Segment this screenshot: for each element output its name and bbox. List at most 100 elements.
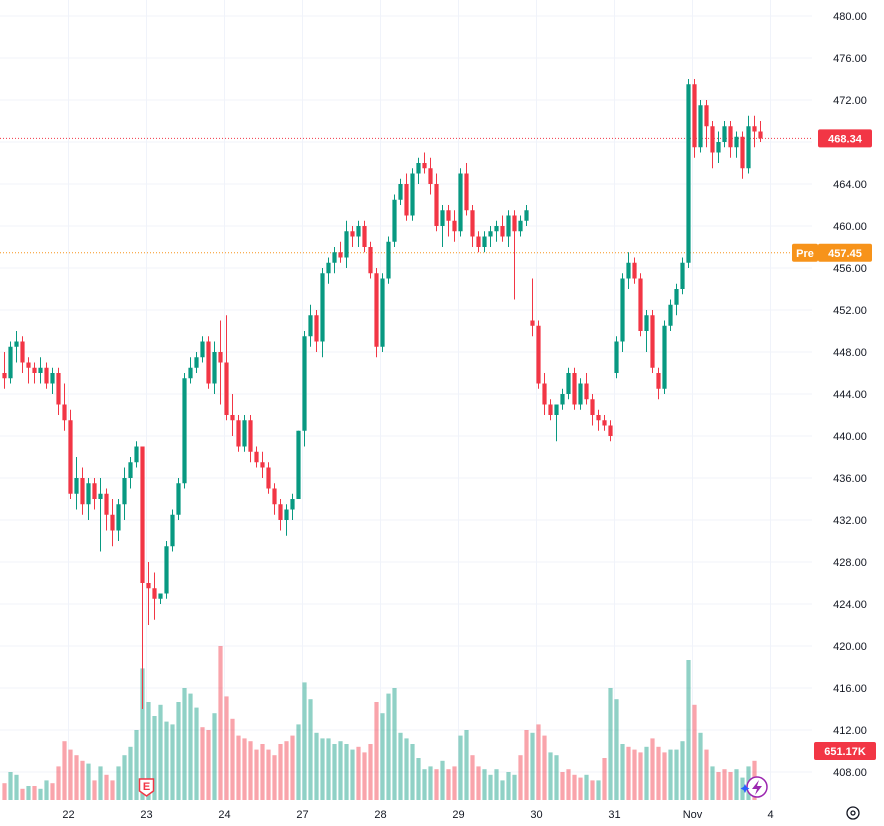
- candle-body: [404, 184, 409, 216]
- volume-bar: [578, 777, 583, 800]
- candle-body: [356, 226, 361, 237]
- candle: [278, 499, 283, 531]
- candle-body: [674, 289, 679, 305]
- candle-body: [134, 446, 139, 463]
- volume-bar: [734, 769, 739, 800]
- earnings-marker[interactable]: E: [138, 778, 155, 797]
- candle: [470, 205, 475, 247]
- volume-bar: [86, 763, 91, 800]
- candle: [146, 562, 151, 625]
- candle-body: [452, 220, 457, 232]
- volume-bar: [590, 780, 595, 800]
- candle: [26, 357, 31, 384]
- candle-body: [92, 483, 97, 499]
- y-tick-label: 472.00: [833, 95, 867, 107]
- candle: [446, 205, 451, 237]
- volume-bar: [68, 749, 73, 800]
- volume-bar: [104, 774, 109, 800]
- candle: [80, 467, 85, 515]
- volume-bar: [236, 735, 241, 800]
- candle: [680, 257, 685, 295]
- candle: [20, 336, 25, 373]
- candle: [650, 310, 655, 373]
- candle-body: [698, 105, 703, 148]
- candle-body: [416, 163, 421, 174]
- candle-body: [566, 373, 571, 394]
- volume-bar: [596, 780, 601, 800]
- candle: [386, 236, 391, 284]
- candle-body: [476, 236, 481, 247]
- volume-bar: [20, 788, 25, 800]
- candle-body: [614, 341, 619, 373]
- volume-bar: [512, 774, 517, 800]
- candle-body: [530, 320, 535, 326]
- candle-body: [2, 373, 7, 379]
- time-axis[interactable]: 22 23 24 27 28 29 30 31 Nov 4: [62, 809, 773, 821]
- volume-bar: [152, 716, 157, 800]
- candle: [590, 394, 595, 426]
- candle-body: [74, 478, 79, 494]
- volume-bar: [482, 769, 487, 800]
- x-tick-label: 30: [530, 809, 542, 821]
- volume-value-label: 651.17K: [814, 742, 876, 760]
- candle: [86, 478, 91, 520]
- volume-bar: [254, 749, 259, 800]
- y-tick-label: 460.00: [833, 221, 867, 233]
- candle: [212, 341, 217, 394]
- candle: [92, 478, 97, 510]
- candle-body: [554, 404, 559, 415]
- lightning-icon[interactable]: [740, 776, 768, 798]
- y-tick-label: 440.00: [833, 431, 867, 443]
- candle: [44, 362, 49, 389]
- candle: [614, 336, 619, 379]
- candle-body: [176, 483, 181, 515]
- volume-bar: [350, 749, 355, 800]
- volume-bar: [620, 744, 625, 800]
- chart-grid: [0, 0, 812, 800]
- candle: [494, 220, 499, 242]
- candle: [536, 320, 541, 389]
- candle-body: [422, 163, 427, 169]
- candle-body: [140, 446, 145, 583]
- volume-bar: [272, 755, 277, 800]
- candle: [374, 268, 379, 358]
- x-tick-label: 24: [218, 809, 230, 821]
- candle: [530, 278, 535, 337]
- volume-bar: [284, 741, 289, 800]
- volume-bar: [692, 704, 697, 800]
- candle-body: [524, 210, 529, 221]
- x-tick-label: 22: [62, 809, 74, 821]
- candle-body: [170, 514, 175, 547]
- candle: [518, 215, 523, 237]
- volume-bar: [74, 755, 79, 800]
- candle-body: [506, 215, 511, 237]
- y-tick-label: 420.00: [833, 641, 867, 653]
- settings-gear-icon[interactable]: [846, 806, 860, 820]
- price-axis[interactable]: 480.00476.00472.00468.00464.00460.00456.…: [833, 11, 867, 779]
- volume-bar: [440, 760, 445, 800]
- x-tick-label: 27: [296, 809, 308, 821]
- candle: [254, 446, 259, 468]
- volume-bar: [476, 766, 481, 800]
- volume-bar: [122, 755, 127, 800]
- volume-bar: [230, 718, 235, 800]
- candle: [170, 509, 175, 552]
- x-tick-label: 29: [452, 809, 464, 821]
- candle-body: [662, 325, 667, 389]
- y-tick-label: 428.00: [833, 557, 867, 569]
- volume-bar: [182, 688, 187, 800]
- volume-bar: [728, 772, 733, 800]
- volume-bar: [110, 780, 115, 800]
- candle-body: [734, 136, 739, 148]
- candle: [164, 541, 169, 599]
- candle-body: [752, 126, 757, 132]
- candle: [716, 131, 721, 163]
- candle: [464, 163, 469, 216]
- y-tick-label: 408.00: [833, 767, 867, 779]
- volume-bar: [164, 721, 169, 800]
- candle: [128, 457, 133, 489]
- candle-body: [440, 210, 445, 226]
- volume-bar: [362, 752, 367, 800]
- candle-body: [362, 226, 367, 247]
